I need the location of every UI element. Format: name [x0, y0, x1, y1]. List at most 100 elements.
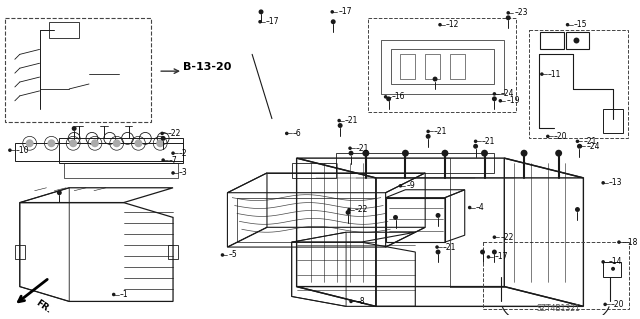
Text: –19: –19: [506, 96, 520, 105]
Circle shape: [474, 139, 477, 143]
Text: –11: –11: [548, 70, 561, 78]
Circle shape: [435, 245, 439, 249]
Circle shape: [72, 126, 77, 131]
Circle shape: [348, 208, 351, 211]
Text: –24: –24: [500, 89, 514, 98]
Text: –15: –15: [573, 20, 587, 29]
Text: –9: –9: [406, 181, 415, 190]
Circle shape: [26, 139, 34, 147]
Text: –20: –20: [611, 300, 625, 309]
Circle shape: [113, 139, 120, 147]
Text: –21: –21: [481, 137, 495, 146]
Text: –17: –17: [266, 17, 280, 26]
Text: –22: –22: [355, 205, 369, 214]
Circle shape: [221, 253, 224, 257]
Text: –24: –24: [586, 142, 600, 151]
Circle shape: [556, 150, 562, 157]
Circle shape: [259, 9, 264, 14]
Text: –3: –3: [179, 168, 188, 177]
Circle shape: [330, 10, 334, 14]
Circle shape: [349, 151, 353, 156]
Text: –16: –16: [392, 92, 405, 101]
Circle shape: [156, 139, 164, 147]
Circle shape: [331, 19, 336, 24]
Circle shape: [473, 144, 478, 149]
Text: –5: –5: [228, 250, 237, 259]
Circle shape: [349, 300, 353, 303]
Circle shape: [161, 158, 165, 162]
Circle shape: [161, 136, 166, 141]
Circle shape: [579, 145, 582, 148]
Circle shape: [540, 72, 543, 76]
Circle shape: [442, 150, 449, 157]
Text: –2: –2: [179, 149, 188, 158]
Circle shape: [493, 92, 496, 96]
Circle shape: [575, 139, 579, 143]
Circle shape: [399, 184, 402, 188]
Circle shape: [338, 123, 342, 128]
Text: –17: –17: [494, 252, 508, 262]
Circle shape: [604, 303, 607, 306]
Circle shape: [426, 130, 430, 133]
Circle shape: [285, 132, 289, 135]
Text: –6: –6: [292, 129, 301, 138]
Text: –22: –22: [500, 233, 514, 242]
Text: –18: –18: [625, 238, 638, 247]
Circle shape: [8, 148, 12, 152]
Circle shape: [386, 96, 391, 101]
Circle shape: [486, 255, 490, 259]
Circle shape: [172, 152, 175, 155]
Circle shape: [91, 139, 99, 147]
Circle shape: [492, 249, 497, 255]
Circle shape: [384, 95, 387, 99]
Circle shape: [426, 134, 431, 139]
Text: –1: –1: [120, 290, 128, 299]
Text: –21: –21: [434, 127, 447, 136]
Circle shape: [493, 235, 496, 239]
Circle shape: [480, 249, 485, 255]
Text: –12: –12: [446, 20, 460, 29]
Circle shape: [481, 150, 488, 157]
Circle shape: [499, 99, 502, 103]
Text: –7: –7: [169, 156, 178, 165]
Circle shape: [611, 267, 615, 271]
Circle shape: [506, 15, 511, 20]
Text: –17: –17: [338, 7, 351, 16]
Circle shape: [468, 206, 472, 209]
Text: B-13-20: B-13-20: [184, 62, 232, 72]
Circle shape: [577, 144, 582, 149]
Circle shape: [161, 132, 164, 135]
Circle shape: [362, 150, 369, 157]
Circle shape: [433, 77, 438, 82]
Circle shape: [436, 249, 440, 255]
Circle shape: [402, 150, 409, 157]
Circle shape: [69, 139, 77, 147]
Circle shape: [57, 190, 62, 195]
Text: –21: –21: [443, 242, 456, 252]
Circle shape: [134, 139, 142, 147]
Text: FR.: FR.: [34, 299, 52, 315]
Circle shape: [337, 119, 341, 122]
Text: –13: –13: [609, 178, 623, 187]
Text: SZT4B1321: SZT4B1321: [537, 304, 580, 313]
Text: –23: –23: [514, 8, 527, 17]
Circle shape: [393, 215, 398, 220]
Text: –22: –22: [168, 129, 182, 138]
Circle shape: [346, 210, 351, 215]
Text: –10: –10: [16, 146, 29, 155]
Circle shape: [617, 240, 621, 244]
Text: –20: –20: [554, 132, 567, 141]
Circle shape: [259, 20, 262, 24]
Text: –21: –21: [356, 144, 369, 153]
Circle shape: [602, 181, 605, 185]
Circle shape: [520, 150, 527, 157]
Circle shape: [573, 38, 579, 43]
Circle shape: [506, 11, 510, 15]
Circle shape: [566, 23, 570, 26]
Circle shape: [492, 96, 497, 101]
Circle shape: [438, 23, 442, 26]
Circle shape: [348, 146, 352, 150]
Circle shape: [575, 207, 580, 212]
Circle shape: [47, 139, 56, 147]
Circle shape: [436, 213, 440, 218]
